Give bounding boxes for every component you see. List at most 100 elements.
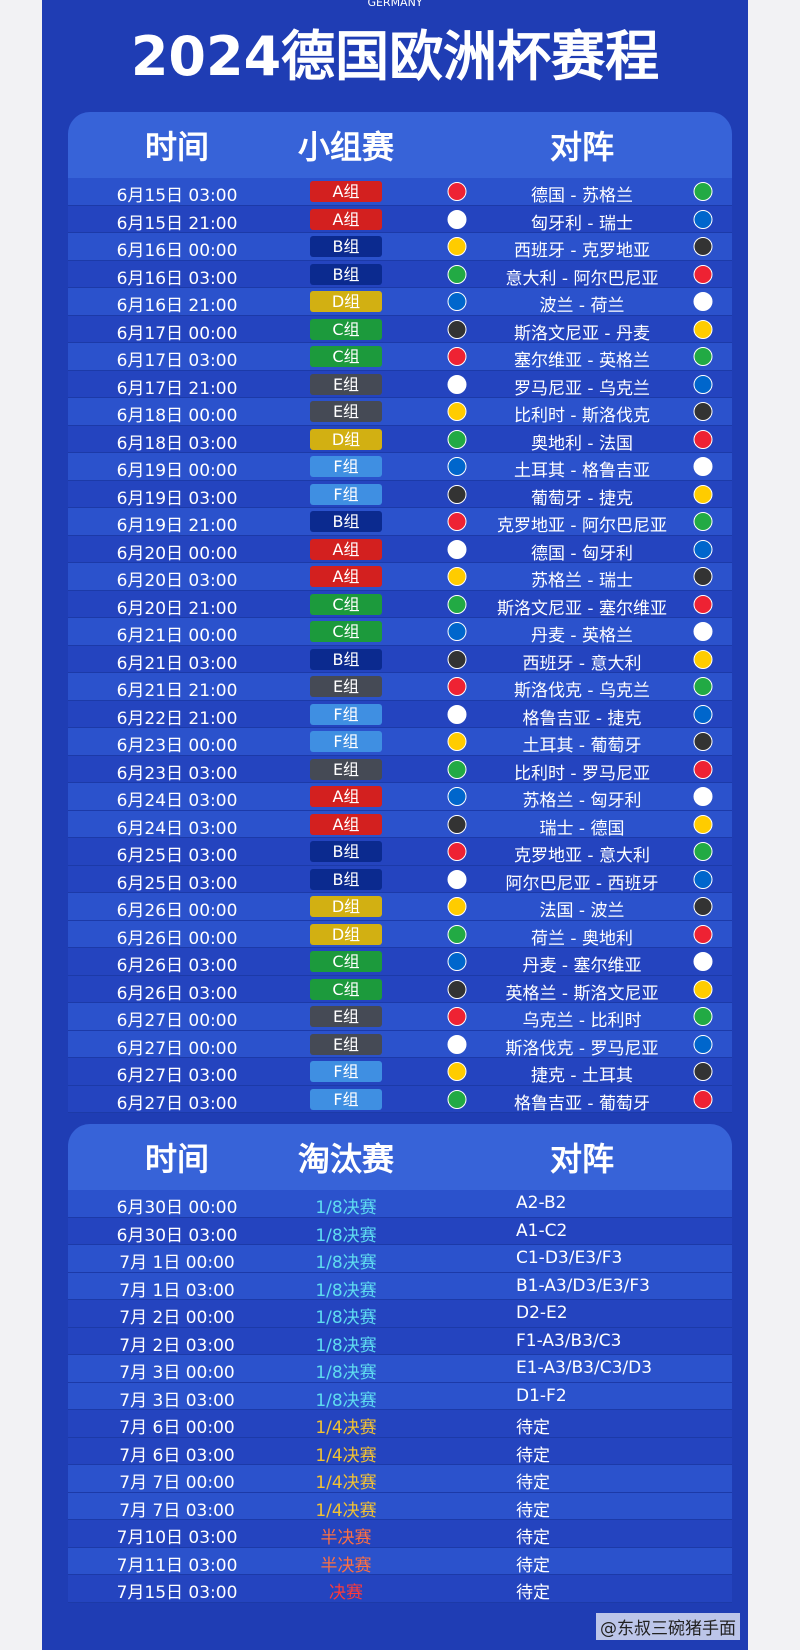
group-badge: A组 [310, 813, 382, 835]
match-time: 6月26日 03:00 [116, 956, 238, 976]
table-row: 6月26日 00:00 D组 法国 - 波兰 [68, 893, 732, 921]
stage: 半决赛 [320, 1555, 372, 1576]
flag-icon [447, 1062, 467, 1081]
flag-icon [447, 402, 467, 421]
match-time: 7月 7日 03:00 [119, 1500, 235, 1521]
flag-icon [693, 1007, 713, 1026]
group-badge: E组 [310, 676, 382, 697]
flag-icon [693, 292, 713, 311]
fixture: 待定 [516, 1500, 550, 1521]
flag-icon [447, 209, 467, 229]
flag-icon [447, 649, 467, 669]
flag-icon [693, 429, 713, 449]
flag-icon [447, 1034, 467, 1054]
group-badge: A组 [310, 786, 382, 807]
fixture: 待定 [516, 1528, 550, 1548]
table-row: 6月23日 03:00 E组 比利时 - 罗马尼亚 [68, 755, 732, 784]
match-time: 7月 1日 00:00 [119, 1253, 235, 1273]
match-time: 6月26日 03:00 [116, 983, 238, 1004]
flag-icon [693, 457, 713, 476]
header-background [68, 112, 732, 178]
table-row: 6月15日 03:00 A组 德国 - 苏格兰 [68, 178, 732, 206]
match-time: 7月 2日 03:00 [119, 1335, 235, 1356]
match-time: 6月27日 00:00 [116, 1011, 238, 1031]
fixture: 匈牙利 - 瑞士 [531, 213, 633, 234]
flag-icon [447, 787, 467, 806]
flag-icon [447, 759, 467, 779]
table-row: 6月26日 03:00 C组 英格兰 - 斯洛文尼亚 [68, 975, 732, 1004]
table-row: 6月27日 00:00 E组 斯洛伐克 - 罗马尼亚 [68, 1030, 732, 1059]
table-row: 6月23日 00:00 F组 土耳其 - 葡萄牙 [68, 728, 732, 756]
match-time: 7月 6日 03:00 [119, 1445, 235, 1466]
match-time: 6月16日 00:00 [116, 241, 238, 261]
match-time: 6月16日 03:00 [116, 268, 238, 289]
match-time: 6月15日 03:00 [116, 186, 238, 206]
header-background [68, 1124, 732, 1190]
stage: 1/8决赛 [315, 1253, 377, 1273]
flag-icon [693, 1034, 713, 1054]
match-time: 6月15日 21:00 [116, 213, 238, 234]
group-badge: F组 [310, 456, 382, 477]
group-badge: F组 [310, 703, 382, 725]
group-badge: C组 [310, 951, 382, 972]
table-row: 6月26日 00:00 D组 荷兰 - 奥地利 [68, 920, 732, 949]
flag-icon [447, 182, 467, 201]
flag-icon [447, 842, 467, 861]
group-badge: E组 [310, 373, 382, 395]
table-row: 6月20日 03:00 A组 苏格兰 - 瑞士 [68, 563, 732, 591]
table-row: 6月19日 00:00 F组 土耳其 - 格鲁吉亚 [68, 453, 732, 481]
flag-icon [447, 264, 467, 284]
fixture: 瑞士 - 德国 [539, 818, 625, 839]
group-badge: B组 [310, 648, 382, 670]
column-header: 小组赛 [297, 128, 395, 166]
table-row: 7月15日 03:00 决赛 待定 [68, 1575, 732, 1603]
fixture: 德国 - 匈牙利 [531, 543, 633, 564]
table-row: 6月16日 21:00 D组 波兰 - 荷兰 [68, 288, 732, 316]
fixture: 斯洛文尼亚 - 丹麦 [514, 323, 650, 344]
match-time: 6月21日 03:00 [116, 653, 238, 674]
table-row: 7月 6日 00:00 1/4决赛 待定 [68, 1410, 732, 1438]
fixture: 待定 [516, 1555, 550, 1576]
flag-icon [693, 567, 713, 586]
flag-icon [447, 374, 467, 394]
table-row: 6月26日 03:00 C组 丹麦 - 塞尔维亚 [68, 948, 732, 976]
flag-icon [693, 622, 713, 641]
stage: 1/8决赛 [315, 1198, 377, 1218]
flag-icon [693, 1089, 713, 1109]
match-time: 6月24日 03:00 [116, 818, 238, 839]
fixture: 丹麦 - 英格兰 [531, 626, 633, 646]
match-time: 6月17日 03:00 [116, 351, 238, 371]
fixture: 斯洛文尼亚 - 塞尔维亚 [497, 598, 667, 619]
fixture: 待定 [516, 1583, 550, 1603]
match-time: 6月27日 03:00 [116, 1093, 238, 1114]
flag-icon [693, 732, 713, 751]
group-badge: E组 [310, 1033, 382, 1055]
fixture: 奥地利 - 法国 [531, 433, 633, 454]
flag-icon [693, 924, 713, 944]
match-time: 7月 3日 03:00 [119, 1390, 235, 1411]
flag-icon [447, 512, 467, 531]
top-label: GERMANY [367, 0, 423, 9]
table-row: 6月16日 03:00 B组 意大利 - 阿尔巴尼亚 [68, 260, 732, 289]
table-row: 7月10日 03:00 半决赛 待定 [68, 1520, 732, 1548]
group-badge: C组 [310, 346, 382, 367]
flag-icon [693, 374, 713, 394]
match-time: 6月30日 00:00 [116, 1198, 238, 1218]
flag-icon [447, 897, 467, 916]
flag-icon [693, 237, 713, 256]
fixture: 格鲁吉亚 - 捷克 [522, 708, 642, 729]
table-row: 6月17日 00:00 C组 斯洛文尼亚 - 丹麦 [68, 315, 732, 344]
match-time: 6月25日 03:00 [116, 873, 238, 894]
fixture: A2-B2 [516, 1193, 567, 1213]
table-row: 6月17日 03:00 C组 塞尔维亚 - 英格兰 [68, 343, 732, 371]
flag-icon [447, 677, 467, 696]
group-badge: A组 [310, 181, 382, 202]
flag-icon [693, 649, 713, 669]
match-time: 7月 7日 00:00 [119, 1473, 235, 1493]
column-header: 时间 [144, 1140, 210, 1178]
table-row: 6月18日 03:00 D组 奥地利 - 法国 [68, 425, 732, 454]
flag-icon [447, 539, 467, 559]
flag-icon [693, 594, 713, 614]
fixture: 意大利 - 阿尔巴尼亚 [505, 268, 659, 289]
flag-icon [447, 1089, 467, 1109]
